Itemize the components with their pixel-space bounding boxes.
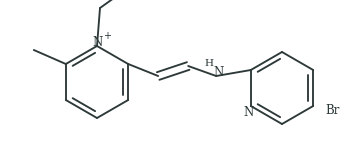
Text: +: +	[103, 31, 111, 41]
Text: Br: Br	[325, 103, 340, 117]
Text: N: N	[244, 106, 254, 119]
Text: N: N	[93, 35, 103, 48]
Text: N: N	[213, 66, 223, 79]
Text: H: H	[205, 58, 214, 67]
